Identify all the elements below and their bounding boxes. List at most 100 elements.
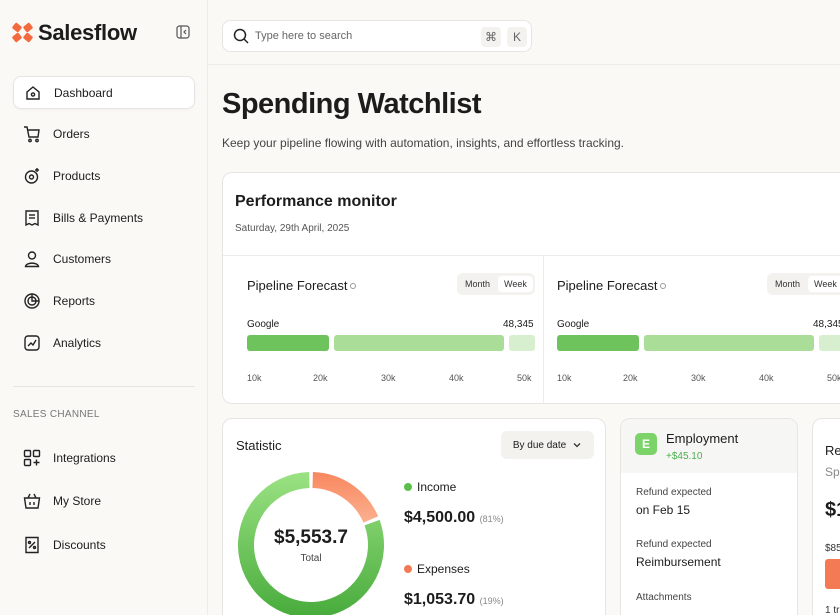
performance-title: Performance monitor	[235, 193, 397, 210]
axis-tick: 10k	[247, 373, 262, 383]
forecast-bar-segment	[557, 335, 639, 351]
nav-item-label: Integrations	[53, 450, 116, 465]
nav-item-customers[interactable]: Customers	[13, 243, 195, 276]
partial-card-footer: 1 tra	[825, 605, 840, 615]
nav-item-dashboard[interactable]: Dashboard	[13, 76, 195, 109]
sidebar-divider	[13, 386, 195, 387]
nav-item-discounts[interactable]: Discounts	[13, 528, 195, 561]
employment-amount: +$45.10	[666, 451, 703, 462]
axis-tick: 50k	[827, 373, 840, 383]
search-bar[interactable]: ⌘ K	[222, 20, 532, 52]
forecast-bar-segment	[247, 335, 329, 351]
forecast-title: Pipeline Forecast	[247, 278, 357, 293]
axis-tick: 40k	[449, 373, 464, 383]
sidebar-collapse-icon[interactable]	[176, 25, 190, 39]
expenses-amount: $1,053.70 (19%)	[404, 591, 504, 609]
refund-expected-label: Refund expected	[636, 539, 712, 550]
nav-item-integrations[interactable]: Integrations	[13, 441, 195, 474]
nav-item-bills-payments[interactable]: Bills & Payments	[13, 201, 195, 234]
donut-total-label: Total	[300, 553, 322, 564]
search-input[interactable]	[255, 30, 455, 42]
nav-item-label: Discounts	[53, 537, 106, 552]
info-icon[interactable]	[660, 282, 667, 289]
nav-item-label: Products	[53, 168, 101, 183]
partial-card[interactable]: Re Sp $1 $85 1 tra	[812, 418, 840, 615]
integrations-icon	[23, 449, 41, 467]
products-icon	[23, 167, 41, 185]
statistic-title: Statistic	[236, 438, 282, 453]
reports-icon	[23, 292, 41, 310]
legend-income-label: Income	[417, 480, 457, 494]
due-date-filter-button[interactable]: By due date	[501, 431, 594, 459]
performance-divider	[223, 255, 840, 256]
receipt-icon	[23, 209, 41, 227]
nav-item-orders[interactable]: Orders	[13, 118, 195, 151]
period-toggle: Month Week	[457, 273, 535, 295]
legend-expenses-label: Expenses	[417, 562, 470, 576]
employment-card[interactable]: E Employment +$45.10 Refund expected on …	[620, 418, 798, 615]
cart-icon	[23, 125, 41, 143]
donut-segment-expenses[interactable]	[312, 472, 379, 523]
toggle-week[interactable]: Week	[498, 276, 533, 292]
toggle-month[interactable]: Month	[775, 279, 801, 289]
partial-card-subtitle: Sp	[825, 465, 840, 479]
forecast-bar-segment	[819, 335, 840, 351]
brand[interactable]: Salesflow	[12, 19, 137, 47]
refund-expected-value: Reimbursement	[636, 555, 721, 569]
toggle-week[interactable]: Week	[808, 276, 840, 292]
nav-item-my-store[interactable]: My Store	[13, 485, 195, 518]
page-subtitle: Keep your pipeline flowing with automati…	[222, 136, 625, 150]
main-nav: Dashboard Orders Products Bills & Paymen…	[13, 76, 195, 368]
forecast-bar-segment	[509, 335, 535, 351]
nav-item-analytics[interactable]: Analytics	[13, 326, 195, 359]
legend-dot-expenses	[404, 565, 412, 573]
filter-label: By due date	[512, 439, 567, 451]
forecast-title: Pipeline Forecast	[557, 278, 667, 293]
performance-monitor-card: Performance monitor Saturday, 29th April…	[222, 172, 840, 404]
partial-card-title: Re	[825, 443, 840, 458]
sidebar: Salesflow Dashboard Orders Products	[0, 0, 208, 615]
axis-tick: 20k	[623, 373, 638, 383]
forecast-axis: 10k 20k 30k 40k 50k	[557, 373, 840, 387]
store-icon	[23, 492, 41, 510]
chevron-down-icon	[573, 443, 581, 448]
income-amount-value: $4,500.00	[404, 509, 476, 526]
axis-tick: 20k	[313, 373, 328, 383]
legend-dot-income	[404, 483, 412, 491]
section-label-sales-channel: SALES CHANNEL	[13, 409, 100, 420]
pipeline-forecast-panel: Pipeline Forecast Month Week Google 48,3…	[235, 256, 544, 403]
info-icon[interactable]	[350, 282, 357, 289]
nav-item-reports[interactable]: Reports	[13, 284, 195, 317]
pipeline-forecast-panel: Pipeline Forecast Month Week Google 48,3…	[545, 256, 840, 403]
nav-item-label: Orders	[53, 127, 90, 142]
forecast-bar-segment	[334, 335, 504, 351]
axis-tick: 50k	[517, 373, 532, 383]
partial-card-bar	[825, 559, 840, 589]
forecast-label: Google	[247, 319, 280, 330]
shortcut-cmd-key: ⌘	[481, 27, 501, 47]
home-icon	[24, 84, 42, 102]
axis-tick: 10k	[557, 373, 572, 383]
nav-item-label: Customers	[53, 252, 112, 267]
income-amount: $4,500.00 (81%)	[404, 509, 504, 527]
toggle-month[interactable]: Month	[465, 279, 491, 289]
forecast-value: 48,345	[503, 319, 534, 330]
legend-expenses: Expenses	[404, 562, 470, 576]
nav-item-products[interactable]: Products	[13, 159, 195, 192]
refund-expected-value: on Feb 15	[636, 503, 691, 517]
donut-total-value: $5,553.7	[274, 527, 348, 548]
sales-channel-nav: Integrations My Store Discounts	[13, 441, 195, 572]
forecast-title-text: Pipeline Forecast	[557, 278, 658, 293]
nav-item-label: Analytics	[53, 335, 102, 350]
discount-icon	[23, 536, 41, 554]
expenses-amount-value: $1,053.70	[404, 591, 476, 608]
employment-title: Employment	[666, 431, 739, 446]
refund-expected-label: Refund expected	[636, 487, 712, 498]
nav-item-label: Reports	[53, 293, 96, 308]
shortcut-k-key: K	[507, 27, 527, 47]
forecast-axis: 10k 20k 30k 40k 50k	[247, 373, 535, 387]
legend-income: Income	[404, 480, 456, 494]
income-pct: (81%)	[479, 514, 504, 524]
nav-item-label: Bills & Payments	[53, 210, 144, 225]
forecast-value: 48,345	[813, 319, 840, 330]
